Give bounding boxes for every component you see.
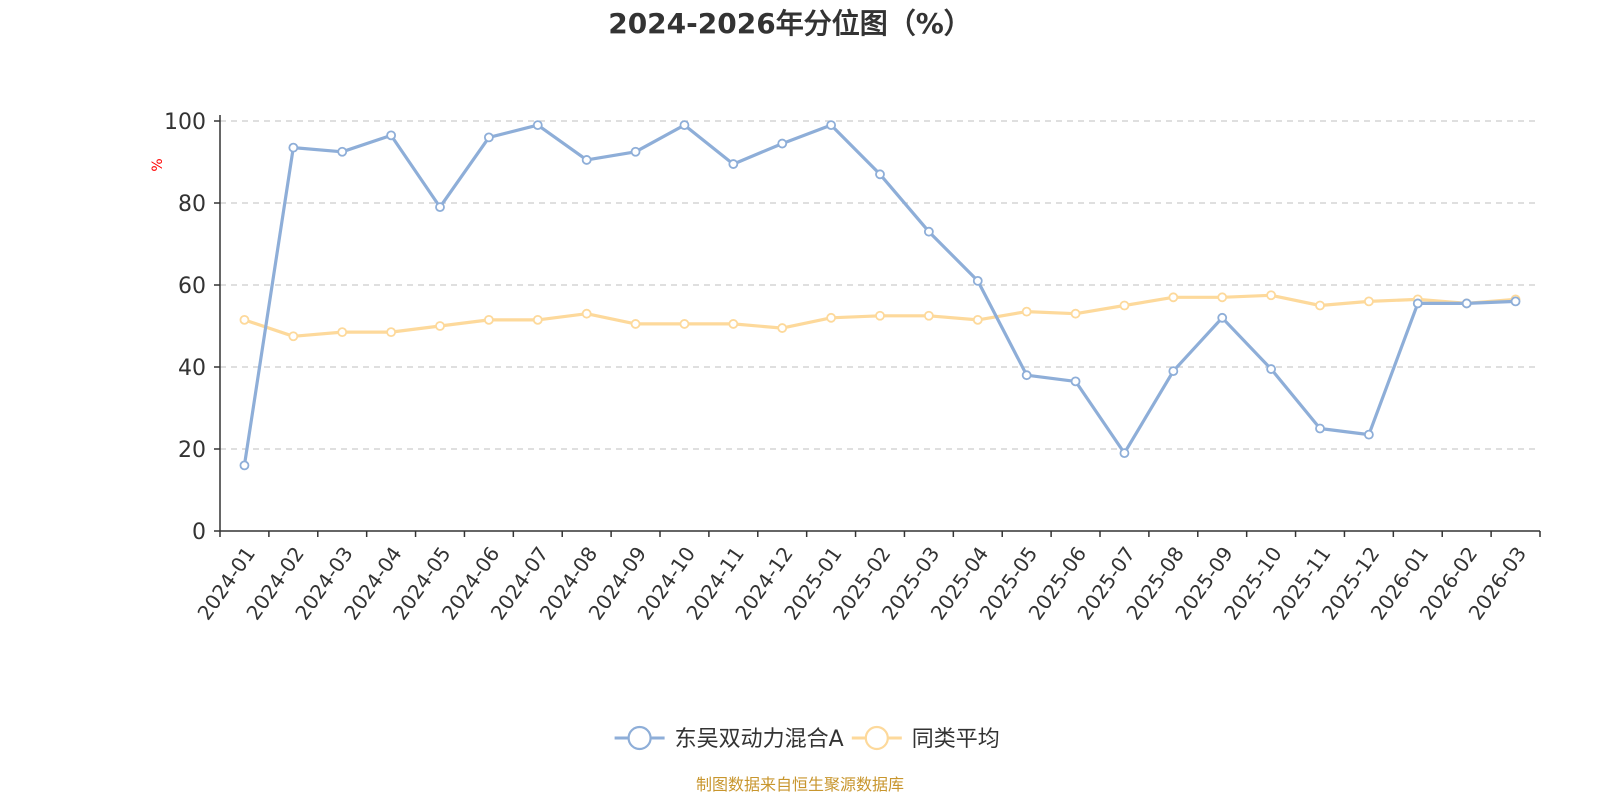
data-point[interactable] bbox=[630, 146, 641, 157]
data-point[interactable] bbox=[288, 142, 299, 153]
y-tick-label: 0 bbox=[192, 520, 206, 545]
data-point[interactable] bbox=[1070, 376, 1081, 387]
data-point[interactable] bbox=[1021, 306, 1032, 317]
data-point[interactable] bbox=[1119, 448, 1130, 459]
data-point[interactable] bbox=[679, 120, 690, 130]
data-point[interactable] bbox=[386, 327, 397, 338]
data-point[interactable] bbox=[777, 138, 788, 149]
data-point[interactable] bbox=[288, 331, 299, 342]
data-point[interactable] bbox=[1363, 296, 1374, 307]
data-point[interactable] bbox=[728, 319, 739, 329]
data-point[interactable] bbox=[483, 132, 494, 143]
data-point[interactable] bbox=[1168, 366, 1179, 377]
data-point[interactable] bbox=[1266, 364, 1277, 374]
legend-marker-icon bbox=[627, 725, 652, 751]
data-point[interactable] bbox=[1315, 423, 1325, 434]
data-point[interactable] bbox=[679, 319, 690, 329]
legend-label: 同类平均 bbox=[912, 727, 1000, 752]
data-point[interactable] bbox=[826, 120, 837, 130]
chart-title: 2024-2026年分位图（%） bbox=[608, 7, 972, 40]
legend-item-1[interactable]: 同类平均 bbox=[851, 725, 1000, 752]
data-point[interactable] bbox=[1119, 300, 1130, 311]
data-point[interactable] bbox=[972, 314, 983, 325]
legend: 东吴双动力混合A 同类平均 bbox=[614, 725, 1000, 752]
data-point[interactable] bbox=[581, 308, 592, 319]
data-point[interactable] bbox=[1461, 298, 1472, 309]
data-point[interactable] bbox=[1217, 312, 1228, 323]
data-point[interactable] bbox=[1363, 429, 1374, 440]
data-point[interactable] bbox=[1168, 292, 1179, 303]
data-point[interactable] bbox=[337, 146, 348, 157]
data-point[interactable] bbox=[923, 310, 934, 321]
y-tick-label: 40 bbox=[178, 356, 206, 381]
data-point[interactable] bbox=[337, 327, 348, 338]
y-tick-label: 100 bbox=[164, 110, 206, 135]
data-point[interactable] bbox=[435, 321, 445, 331]
legend-label: 东吴双动力混合A bbox=[675, 727, 844, 752]
y-tick-label: 20 bbox=[178, 438, 206, 463]
data-point[interactable] bbox=[1217, 292, 1228, 303]
legend-item-0[interactable]: 东吴双动力混合A bbox=[614, 725, 844, 752]
series-0 bbox=[239, 120, 1521, 471]
y-tick-label: 80 bbox=[178, 192, 206, 217]
data-source-note: 制图数据来自恒生聚源数据库 bbox=[696, 775, 904, 794]
data-point[interactable] bbox=[1070, 308, 1081, 319]
legend-marker-icon bbox=[864, 725, 889, 751]
data-point[interactable] bbox=[1315, 300, 1325, 311]
data-point[interactable] bbox=[386, 130, 397, 141]
data-point[interactable] bbox=[972, 275, 983, 286]
data-point[interactable] bbox=[826, 312, 837, 323]
data-point[interactable] bbox=[875, 310, 885, 321]
y-tick-label: 60 bbox=[178, 274, 206, 299]
data-point[interactable] bbox=[239, 314, 250, 325]
data-point[interactable] bbox=[435, 202, 445, 213]
data-point[interactable] bbox=[728, 159, 739, 169]
series-lines bbox=[239, 120, 1521, 471]
data-point[interactable] bbox=[777, 323, 788, 333]
data-point[interactable] bbox=[239, 460, 250, 471]
data-point[interactable] bbox=[1266, 290, 1277, 301]
data-point[interactable] bbox=[483, 314, 494, 325]
data-point[interactable] bbox=[875, 169, 885, 180]
data-point[interactable] bbox=[532, 314, 543, 325]
data-point[interactable] bbox=[1021, 370, 1032, 381]
data-point[interactable] bbox=[532, 120, 543, 130]
y-axis-unit: % bbox=[150, 158, 166, 171]
data-point[interactable] bbox=[1510, 296, 1521, 307]
series-1 bbox=[239, 290, 1521, 342]
data-point[interactable] bbox=[923, 226, 934, 237]
data-point[interactable] bbox=[1412, 298, 1423, 309]
data-point[interactable] bbox=[630, 319, 641, 329]
data-point[interactable] bbox=[581, 155, 592, 165]
